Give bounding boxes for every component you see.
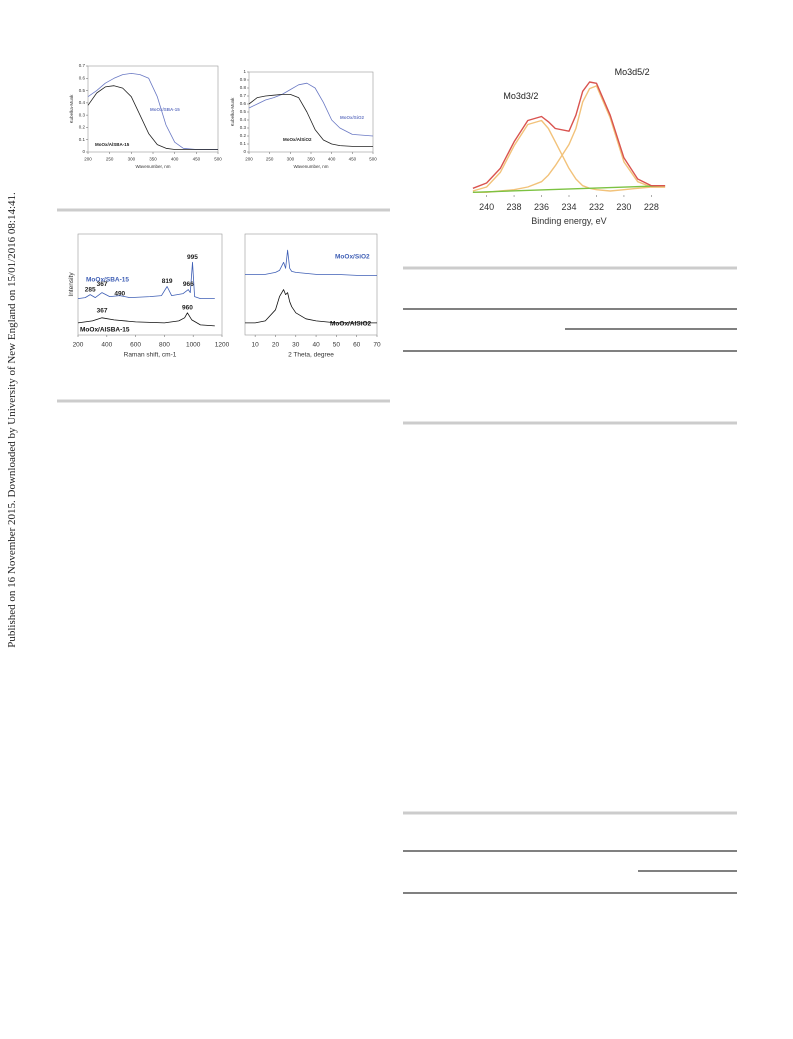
y-tick-label: 0.3: [79, 112, 86, 117]
x-tick-label: 250: [106, 157, 114, 162]
y-axis-label: Kubelka-Munk: [69, 94, 74, 124]
data-line: [248, 82, 374, 137]
x-tick-label: 350: [149, 157, 157, 162]
x-tick-label: 236: [534, 202, 549, 212]
y-tick-label: 0.1: [79, 137, 86, 142]
x-axis-label: Binding energy, eV: [531, 216, 606, 226]
x-tick-label: 230: [616, 202, 631, 212]
y-tick-label: 0.7: [79, 63, 86, 68]
y-tick-label: 0.2: [79, 125, 86, 130]
y-tick-label: 0.9: [240, 77, 247, 82]
y-tick-label: 0.6: [79, 75, 86, 80]
y-axis-label: Intensity: [68, 272, 75, 297]
y-tick-label: 0.3: [240, 125, 247, 130]
x-tick-label: 1200: [215, 342, 230, 349]
x-axis-label: Wavenumber, nm: [135, 164, 170, 169]
data-line: [77, 312, 215, 327]
y-axis-label: Kubelka-Munk: [230, 97, 235, 127]
x-tick-label: 300: [287, 157, 295, 162]
x-tick-label: 238: [507, 202, 522, 212]
annotation: Mo3d5/2: [615, 67, 650, 77]
data-line: [87, 85, 218, 150]
x-tick-label: 200: [84, 157, 92, 162]
y-tick-label: 0.7: [240, 93, 247, 98]
x-tick-label: 50: [333, 342, 341, 349]
y-tick-label: 0.4: [79, 100, 86, 105]
x-tick-label: 500: [214, 157, 222, 162]
annotation: 285: [85, 286, 96, 293]
x-tick-label: 400: [328, 157, 336, 162]
x-tick-label: 600: [130, 342, 141, 349]
y-tick-label: 0.5: [79, 88, 86, 93]
data-line: [472, 85, 666, 193]
x-tick-label: 250: [266, 157, 274, 162]
x-axis-label: 2 Theta, degree: [288, 352, 334, 359]
x-tick-label: 1000: [186, 342, 201, 349]
data-line: [77, 261, 215, 299]
annotation: 995: [187, 254, 198, 261]
series-label: MoOx/SiO2: [335, 254, 370, 261]
series-label: MoOx/AlSBA-15: [80, 327, 130, 334]
series-label: MoOx/SBA-15: [86, 277, 129, 284]
series-label: MoOx/AlSiO2: [283, 137, 312, 142]
y-tick-label: 0.5: [240, 109, 247, 114]
x-tick-label: 450: [193, 157, 201, 162]
y-tick-label: 0: [82, 149, 85, 154]
x-tick-label: 30: [292, 342, 300, 349]
y-tick-label: 0.2: [240, 133, 247, 138]
y-tick-label: 0.8: [240, 85, 247, 90]
annotation: 819: [162, 278, 173, 285]
x-tick-label: 10: [252, 342, 260, 349]
x-tick-label: 200: [73, 342, 84, 349]
data-line: [472, 185, 666, 193]
x-tick-label: 40: [312, 342, 320, 349]
plot-frame: [77, 233, 223, 336]
plot-frame: [244, 233, 378, 336]
x-tick-label: 400: [101, 342, 112, 349]
x-tick-label: 500: [369, 157, 377, 162]
data-line: [472, 81, 666, 189]
x-tick-label: 240: [479, 202, 494, 212]
y-tick-label: 0.4: [240, 117, 247, 122]
y-tick-label: 0.6: [240, 101, 247, 106]
y-tick-label: 0.1: [240, 141, 247, 146]
x-tick-label: 450: [349, 157, 357, 162]
annotation: 490: [114, 290, 125, 297]
y-tick-label: 1: [243, 69, 246, 74]
x-tick-label: 228: [644, 202, 659, 212]
data-line: [472, 119, 666, 192]
x-tick-label: 232: [589, 202, 604, 212]
x-tick-label: 20: [272, 342, 280, 349]
x-tick-label: 350: [307, 157, 315, 162]
series-label: MoOx/SBA-15: [150, 107, 180, 112]
series-label: MoOx/SiO2: [340, 115, 365, 120]
annotation: Mo3d3/2: [503, 91, 538, 101]
x-axis-label: Raman shift, cm-1: [124, 352, 177, 359]
series-label: MoOx/AlSiO2: [330, 321, 372, 328]
data-line: [248, 94, 373, 147]
annotation: 966: [183, 281, 194, 288]
series-label: MoOx/AlSBA-15: [95, 142, 130, 147]
x-tick-label: 300: [128, 157, 136, 162]
x-axis-label: Wavenumber, nm: [293, 164, 328, 169]
annotation: 367: [97, 281, 108, 288]
annotation: 367: [97, 307, 108, 314]
data-line: [87, 73, 218, 150]
annotation: 960: [182, 304, 193, 311]
x-tick-label: 400: [171, 157, 179, 162]
x-tick-label: 200: [245, 157, 253, 162]
x-tick-label: 60: [353, 342, 361, 349]
data-line: [245, 249, 377, 276]
x-tick-label: 800: [159, 342, 170, 349]
x-tick-label: 234: [561, 202, 576, 212]
x-tick-label: 70: [373, 342, 381, 349]
y-tick-label: 0: [243, 149, 246, 154]
data-line: [245, 289, 377, 324]
